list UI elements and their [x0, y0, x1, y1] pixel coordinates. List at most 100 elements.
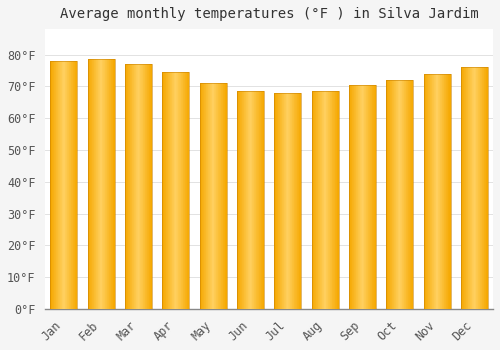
Bar: [482, 67, 483, 309]
Bar: [134, 64, 135, 309]
Bar: [163, 72, 164, 309]
Bar: [474, 67, 475, 309]
Bar: [436, 74, 437, 309]
Bar: [392, 80, 393, 309]
Bar: [168, 72, 169, 309]
Bar: [296, 93, 297, 309]
Bar: [50, 61, 51, 309]
Bar: [365, 85, 366, 309]
Bar: [389, 80, 390, 309]
Bar: [173, 72, 174, 309]
Bar: [243, 91, 244, 309]
Bar: [164, 72, 165, 309]
Bar: [125, 64, 126, 309]
Bar: [336, 91, 337, 309]
Bar: [287, 93, 288, 309]
Bar: [445, 74, 446, 309]
Bar: [171, 72, 172, 309]
Bar: [286, 93, 287, 309]
Bar: [50, 61, 78, 309]
Bar: [59, 61, 60, 309]
Bar: [61, 61, 62, 309]
Bar: [127, 64, 128, 309]
Bar: [187, 72, 188, 309]
Bar: [245, 91, 246, 309]
Bar: [250, 91, 251, 309]
Bar: [314, 91, 315, 309]
Bar: [63, 61, 64, 309]
Bar: [150, 64, 151, 309]
Bar: [370, 85, 371, 309]
Bar: [248, 91, 249, 309]
Bar: [431, 74, 432, 309]
Bar: [366, 85, 367, 309]
Bar: [202, 83, 203, 309]
Bar: [220, 83, 221, 309]
Bar: [125, 64, 152, 309]
Bar: [94, 59, 95, 309]
Bar: [469, 67, 470, 309]
Bar: [355, 85, 356, 309]
Bar: [334, 91, 335, 309]
Bar: [317, 91, 318, 309]
Bar: [57, 61, 58, 309]
Bar: [179, 72, 180, 309]
Bar: [313, 91, 314, 309]
Bar: [323, 91, 324, 309]
Bar: [433, 74, 434, 309]
Bar: [399, 80, 400, 309]
Bar: [356, 85, 357, 309]
Bar: [278, 93, 279, 309]
Bar: [292, 93, 293, 309]
Bar: [320, 91, 321, 309]
Bar: [373, 85, 374, 309]
Bar: [328, 91, 329, 309]
Bar: [470, 67, 471, 309]
Bar: [200, 83, 201, 309]
Bar: [349, 85, 350, 309]
Bar: [146, 64, 147, 309]
Bar: [211, 83, 212, 309]
Bar: [145, 64, 146, 309]
Bar: [274, 93, 301, 309]
Bar: [149, 64, 150, 309]
Bar: [276, 93, 277, 309]
Bar: [133, 64, 134, 309]
Bar: [407, 80, 408, 309]
Bar: [432, 74, 433, 309]
Bar: [398, 80, 399, 309]
Bar: [176, 72, 177, 309]
Bar: [411, 80, 412, 309]
Bar: [360, 85, 361, 309]
Bar: [218, 83, 219, 309]
Bar: [427, 74, 428, 309]
Bar: [400, 80, 401, 309]
Bar: [126, 64, 127, 309]
Bar: [262, 91, 263, 309]
Bar: [405, 80, 406, 309]
Bar: [335, 91, 336, 309]
Bar: [76, 61, 78, 309]
Bar: [359, 85, 360, 309]
Bar: [219, 83, 220, 309]
Bar: [291, 93, 292, 309]
Bar: [315, 91, 316, 309]
Bar: [52, 61, 53, 309]
Bar: [67, 61, 68, 309]
Bar: [136, 64, 137, 309]
Bar: [174, 72, 175, 309]
Bar: [147, 64, 148, 309]
Bar: [209, 83, 210, 309]
Bar: [242, 91, 243, 309]
Bar: [295, 93, 296, 309]
Bar: [260, 91, 261, 309]
Bar: [88, 59, 115, 309]
Bar: [204, 83, 205, 309]
Bar: [112, 59, 113, 309]
Bar: [386, 80, 413, 309]
Bar: [188, 72, 189, 309]
Bar: [138, 64, 139, 309]
Bar: [68, 61, 69, 309]
Bar: [388, 80, 389, 309]
Bar: [484, 67, 485, 309]
